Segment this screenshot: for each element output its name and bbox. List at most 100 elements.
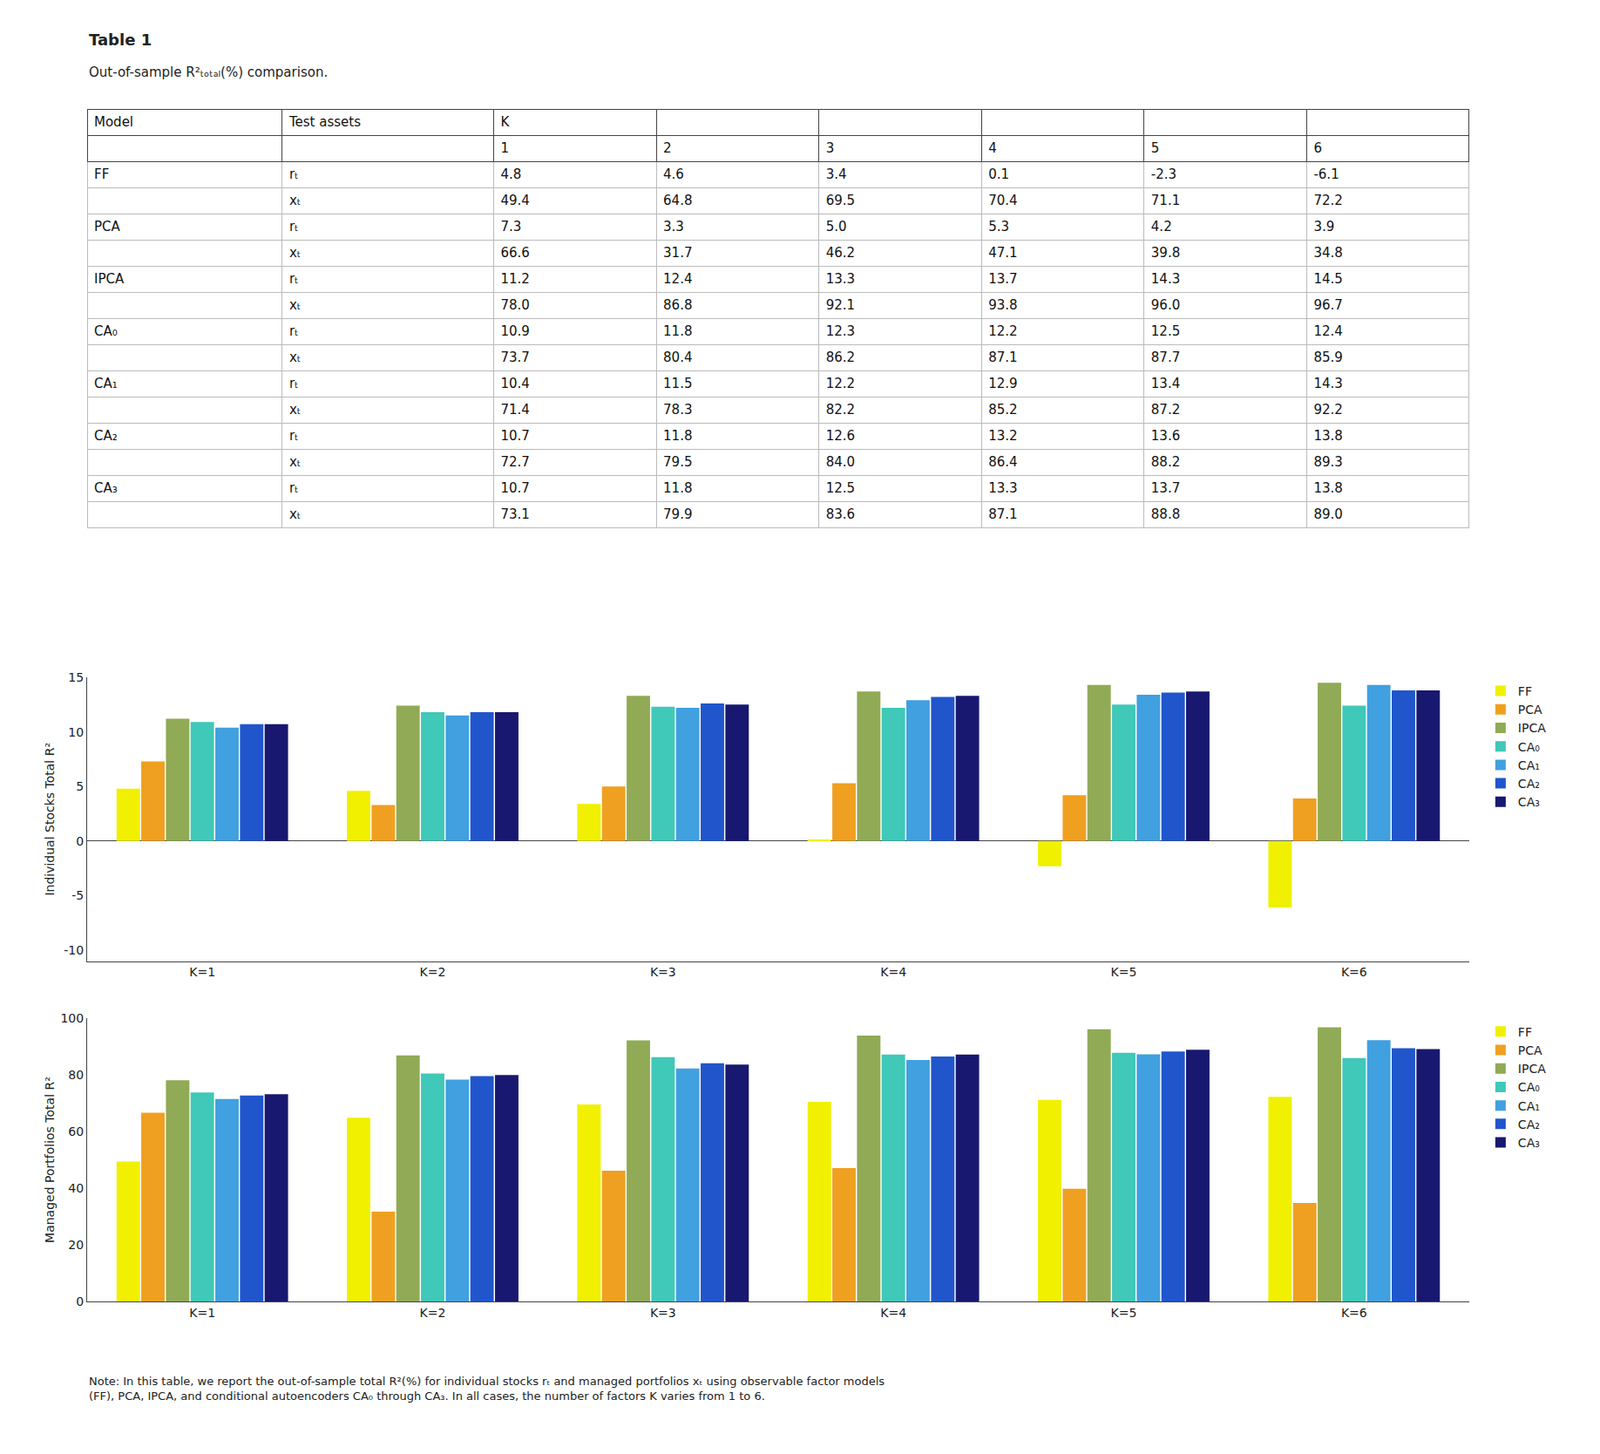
svg-text:PCA: PCA <box>1518 1043 1543 1058</box>
svg-text:64.8: 64.8 <box>663 192 692 209</box>
svg-text:79.5: 79.5 <box>663 454 692 470</box>
svg-text:CA₁: CA₁ <box>1518 1098 1540 1113</box>
svg-text:15: 15 <box>67 670 84 685</box>
svg-text:K=4: K=4 <box>880 1305 907 1320</box>
svg-text:4: 4 <box>988 140 997 156</box>
svg-text:CA₀: CA₀ <box>1518 1079 1540 1094</box>
svg-text:rₜ: rₜ <box>289 166 299 183</box>
svg-text:34.8: 34.8 <box>1313 244 1343 261</box>
svg-text:6: 6 <box>1313 140 1323 156</box>
svg-text:13.7: 13.7 <box>1151 480 1180 496</box>
svg-text:5: 5 <box>1151 140 1160 156</box>
svg-text:78.3: 78.3 <box>663 401 692 418</box>
svg-text:84.0: 84.0 <box>826 454 855 470</box>
svg-text:K=2: K=2 <box>420 1305 447 1320</box>
svg-text:-6.1: -6.1 <box>1313 166 1339 183</box>
svg-text:K=4: K=4 <box>880 964 907 979</box>
svg-text:K=6: K=6 <box>1341 964 1368 979</box>
svg-text:86.8: 86.8 <box>663 297 692 313</box>
svg-text:CA₁: CA₁ <box>94 375 118 392</box>
svg-text:82.2: 82.2 <box>826 401 855 418</box>
svg-text:5.3: 5.3 <box>988 218 1010 235</box>
svg-text:92.1: 92.1 <box>826 297 855 313</box>
svg-text:1: 1 <box>500 140 509 156</box>
svg-text:78.0: 78.0 <box>500 297 529 313</box>
svg-text:92.2: 92.2 <box>1313 401 1343 418</box>
svg-text:FF: FF <box>94 166 109 183</box>
svg-text:73.1: 73.1 <box>500 506 529 523</box>
svg-text:rₜ: rₜ <box>289 271 299 287</box>
svg-text:12.6: 12.6 <box>826 427 855 444</box>
svg-text:72.7: 72.7 <box>500 454 529 470</box>
svg-text:10.7: 10.7 <box>500 427 529 444</box>
svg-text:88.2: 88.2 <box>1151 454 1180 470</box>
svg-text:CA₀: CA₀ <box>1518 739 1540 754</box>
svg-text:rₜ: rₜ <box>289 427 299 444</box>
svg-text:IPCA: IPCA <box>1518 720 1546 735</box>
svg-text:69.5: 69.5 <box>826 192 855 209</box>
svg-text:40: 40 <box>67 1180 84 1195</box>
svg-text:46.2: 46.2 <box>826 244 855 261</box>
svg-text:K=5: K=5 <box>1111 1305 1138 1320</box>
svg-text:K=1: K=1 <box>189 1305 216 1320</box>
svg-text:87.1: 87.1 <box>988 349 1017 366</box>
svg-text:14.3: 14.3 <box>1313 375 1343 392</box>
svg-text:12.2: 12.2 <box>988 323 1017 339</box>
svg-text:20: 20 <box>67 1237 84 1252</box>
svg-text:83.6: 83.6 <box>826 506 855 523</box>
svg-text:7.3: 7.3 <box>500 218 522 235</box>
svg-text:Table 1: Table 1 <box>88 30 152 49</box>
svg-text:93.8: 93.8 <box>988 297 1017 313</box>
svg-text:CA₂: CA₂ <box>1518 1117 1540 1132</box>
svg-text:73.7: 73.7 <box>500 349 529 366</box>
svg-text:85.9: 85.9 <box>1313 349 1343 366</box>
svg-text:10.4: 10.4 <box>500 375 529 392</box>
svg-text:60: 60 <box>67 1124 84 1139</box>
svg-text:IPCA: IPCA <box>1518 1061 1546 1076</box>
svg-text:71.1: 71.1 <box>1151 192 1180 209</box>
svg-text:xₜ: xₜ <box>289 244 301 261</box>
svg-text:12.9: 12.9 <box>988 375 1017 392</box>
svg-text:0: 0 <box>75 1294 84 1309</box>
svg-text:CA₃: CA₃ <box>1518 1135 1540 1150</box>
svg-text:PCA: PCA <box>94 218 122 235</box>
svg-text:-5: -5 <box>71 888 84 902</box>
svg-text:87.7: 87.7 <box>1151 349 1180 366</box>
svg-text:IPCA: IPCA <box>94 271 125 287</box>
svg-text:3.9: 3.9 <box>1313 218 1335 235</box>
svg-text:Managed Portfolios Total R²: Managed Portfolios Total R² <box>42 1076 57 1243</box>
svg-text:FF: FF <box>1518 684 1533 699</box>
svg-text:4.2: 4.2 <box>1151 218 1173 235</box>
svg-text:0.1: 0.1 <box>988 166 1010 183</box>
svg-text:CA₃: CA₃ <box>94 480 118 496</box>
svg-text:96.7: 96.7 <box>1313 297 1343 313</box>
svg-text:4.6: 4.6 <box>663 166 685 183</box>
svg-text:13.7: 13.7 <box>988 271 1017 287</box>
svg-text:CA₁: CA₁ <box>1518 758 1540 773</box>
svg-text:71.4: 71.4 <box>500 401 529 418</box>
svg-text:K=2: K=2 <box>420 964 447 979</box>
svg-text:3: 3 <box>826 140 835 156</box>
svg-text:13.3: 13.3 <box>988 480 1017 496</box>
svg-text:79.9: 79.9 <box>663 506 692 523</box>
svg-text:FF: FF <box>1518 1024 1533 1039</box>
svg-text:xₜ: xₜ <box>289 401 301 418</box>
svg-text:14.5: 14.5 <box>1313 271 1343 287</box>
svg-text:5: 5 <box>75 779 84 794</box>
svg-text:Individual Stocks Total R²: Individual Stocks Total R² <box>42 742 57 896</box>
svg-text:3.4: 3.4 <box>826 166 848 183</box>
svg-text:xₜ: xₜ <box>289 454 301 470</box>
svg-text:13.8: 13.8 <box>1313 480 1343 496</box>
svg-text:12.4: 12.4 <box>1313 323 1343 339</box>
svg-text:13.2: 13.2 <box>988 427 1017 444</box>
svg-text:87.2: 87.2 <box>1151 401 1180 418</box>
svg-text:86.4: 86.4 <box>988 454 1017 470</box>
svg-text:11.8: 11.8 <box>663 323 692 339</box>
svg-text:K=3: K=3 <box>650 1305 677 1320</box>
svg-text:Note: In this table, we report: Note: In this table, we report the out-o… <box>88 1374 885 1403</box>
svg-text:85.2: 85.2 <box>988 401 1017 418</box>
svg-text:72.2: 72.2 <box>1313 192 1343 209</box>
svg-text:89.0: 89.0 <box>1313 506 1343 523</box>
svg-text:88.8: 88.8 <box>1151 506 1180 523</box>
svg-text:12.3: 12.3 <box>826 323 855 339</box>
